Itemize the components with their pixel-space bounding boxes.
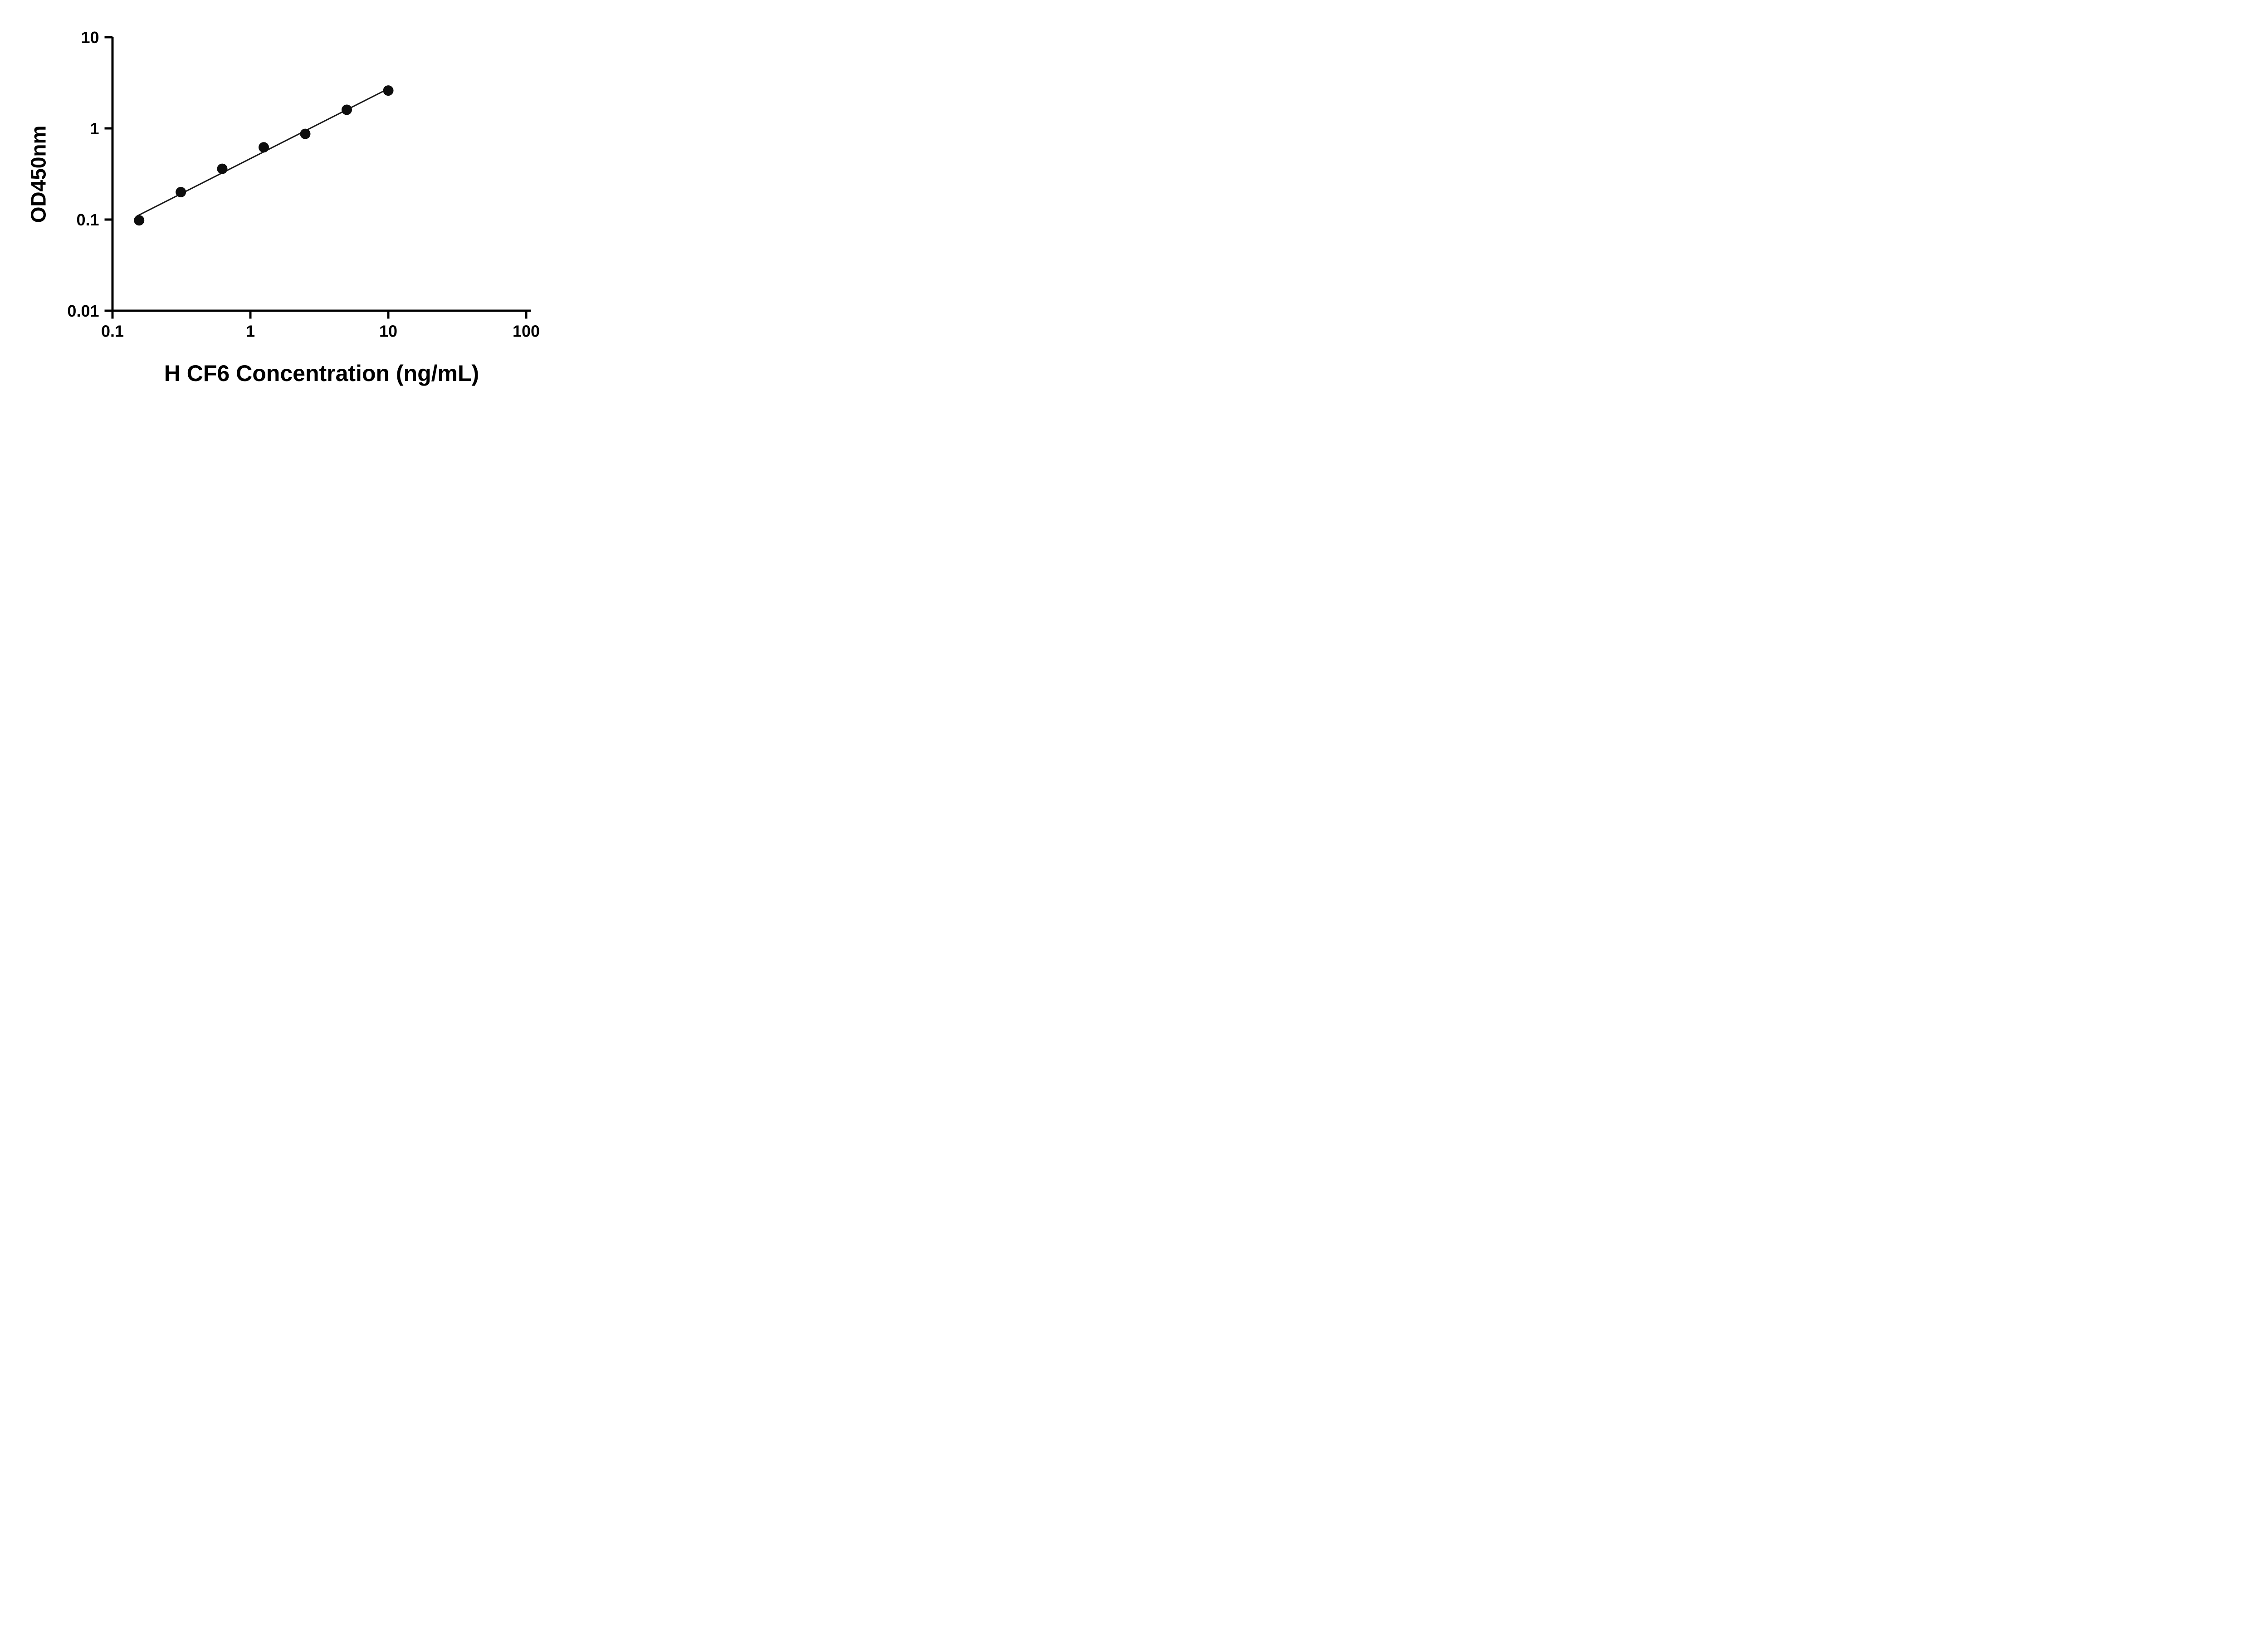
y-tick-label: 0.1 <box>76 210 99 229</box>
elisa-standard-curve-figure: 0.01 0.1 1 10 0.1 1 10 100 OD450nm H CF6 Concen… <box>0 0 582 408</box>
y-tick-label: 0.01 <box>67 302 99 320</box>
x-axis-title: H CF6 Concentration (ng/mL) <box>164 361 479 386</box>
data-point <box>300 128 311 139</box>
data-point <box>134 215 145 226</box>
data-point <box>383 85 394 96</box>
x-tick-label: 0.1 <box>101 322 124 341</box>
data-point <box>176 186 186 197</box>
y-tick-label: 1 <box>90 119 99 138</box>
data-point <box>258 142 269 153</box>
x-tick-label: 1 <box>246 322 255 341</box>
x-tick-label: 100 <box>513 322 540 341</box>
y-tick-label: 10 <box>81 28 99 47</box>
data-point <box>217 163 228 174</box>
x-tick-label: 10 <box>379 322 397 341</box>
y-axis-title: OD450nm <box>26 125 50 223</box>
data-point <box>341 104 352 115</box>
